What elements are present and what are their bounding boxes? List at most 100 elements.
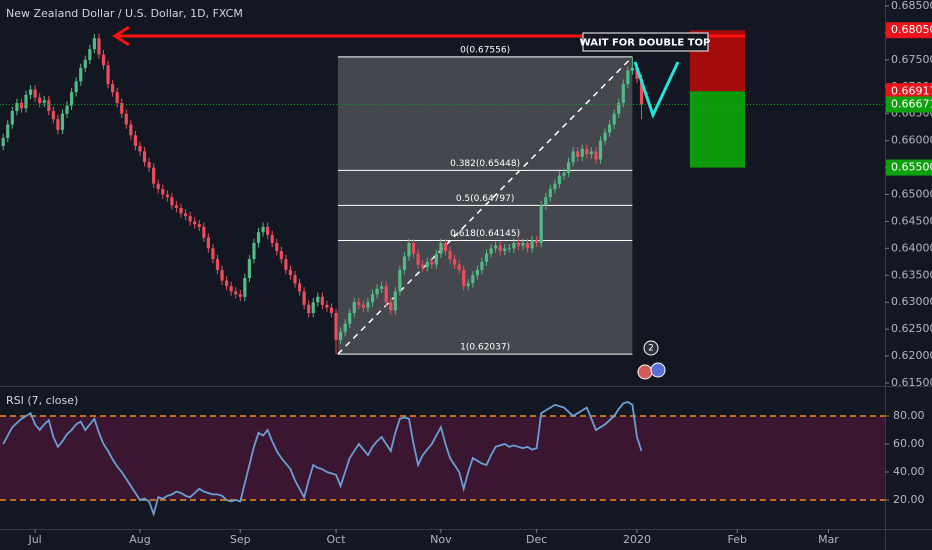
candle-body <box>525 242 530 249</box>
candle-body <box>197 224 201 227</box>
candle-body <box>307 304 311 313</box>
candle-body <box>635 67 639 79</box>
candle-body <box>329 307 334 313</box>
candle-body <box>384 286 388 303</box>
last-price-label: 0.66671 <box>891 98 932 111</box>
y-tick-label: 80.00 <box>893 409 925 422</box>
candle-body <box>380 286 384 289</box>
candle-body <box>215 259 220 270</box>
stop-price-label: 0.68050 <box>891 23 932 36</box>
candle-body <box>452 259 457 265</box>
candle-body <box>179 207 183 214</box>
candle-body <box>311 302 315 313</box>
candle-body <box>576 151 580 157</box>
x-tick-label: Mar <box>818 533 839 546</box>
candle-body <box>28 89 33 95</box>
candle-body <box>38 97 42 103</box>
fib-label: 0.382(0.65448) <box>450 159 520 169</box>
candle-body <box>220 269 224 281</box>
target-price-label-box <box>886 159 932 176</box>
y-tick-label: 0.62500 <box>891 322 932 335</box>
candle-body <box>535 240 539 243</box>
x-tick-label: 2020 <box>623 533 651 546</box>
event-icon <box>650 362 666 378</box>
candle-body <box>494 245 498 249</box>
candle-body <box>466 283 470 287</box>
candle-body <box>202 226 206 238</box>
candle-body <box>234 291 238 295</box>
candle-body <box>630 67 635 71</box>
x-tick-label: Feb <box>728 533 747 546</box>
target-price-label: 0.65500 <box>891 161 932 174</box>
candle-body <box>69 92 74 106</box>
candle-body <box>170 197 174 206</box>
candle-body <box>183 213 188 217</box>
candle-body <box>279 251 283 260</box>
candle-body <box>393 291 397 311</box>
candle-body <box>402 256 407 270</box>
candle-body <box>106 65 110 85</box>
fib-label: 1(0.62037) <box>460 343 510 353</box>
candle-body <box>152 167 156 184</box>
candle-body <box>608 124 612 133</box>
annotation: WAIT FOR DOUBLE TOP <box>580 38 711 49</box>
candle-body <box>243 277 247 297</box>
x-tick-label: Dec <box>526 533 547 546</box>
candle-body <box>60 113 65 130</box>
arrow-head <box>112 25 130 47</box>
candle-body <box>79 67 83 82</box>
candle-body <box>621 84 625 103</box>
candle-body <box>115 92 119 103</box>
candle-body <box>498 245 502 252</box>
y-tick-label: 0.65000 <box>891 188 932 201</box>
entry-price-label-box <box>886 83 932 100</box>
candle-body <box>430 261 434 265</box>
candle-body <box>247 259 252 278</box>
candle-body <box>101 54 106 66</box>
y-tick-label: 0.63500 <box>891 268 932 281</box>
last-price-label-box <box>886 96 932 113</box>
candle-body <box>111 84 115 93</box>
candle-body <box>120 102 124 114</box>
fib-label: 0(0.67556) <box>460 45 510 55</box>
candle-body <box>142 151 147 163</box>
candle-body <box>261 226 265 233</box>
candle-body <box>530 240 534 249</box>
candle-body <box>51 111 55 120</box>
candle-body <box>124 113 128 125</box>
candle-body <box>439 242 443 254</box>
candle-body <box>74 81 78 93</box>
candle-body <box>10 111 14 125</box>
event-icon <box>637 364 653 380</box>
y-tick-label: 0.62000 <box>891 349 932 362</box>
candle-body <box>138 146 142 152</box>
y-tick-label: 20.00 <box>893 493 925 506</box>
candle-body <box>370 294 375 303</box>
candle-body <box>320 296 324 305</box>
candle-body <box>97 38 101 55</box>
candle-body <box>334 312 338 340</box>
stop-price-label-box <box>886 22 932 39</box>
event-icon <box>643 340 659 356</box>
rsi-line <box>2 401 643 517</box>
candle-body <box>193 221 197 225</box>
candle-body <box>19 102 24 109</box>
annotation-box <box>582 32 709 52</box>
candle-body <box>443 242 448 252</box>
candle-body <box>338 331 343 340</box>
candle-body <box>147 162 151 168</box>
candle-body <box>639 78 644 105</box>
y-tick-label: 40.00 <box>893 465 925 478</box>
candle-body <box>165 194 169 198</box>
candle-body <box>92 38 96 50</box>
candle-body <box>238 294 242 297</box>
candle-body <box>580 148 584 157</box>
candle-body <box>557 175 562 184</box>
candle-body <box>47 100 51 112</box>
candle-body <box>288 269 293 276</box>
double-top-sketch <box>633 61 680 119</box>
candle-body <box>480 261 484 270</box>
candle-body <box>544 197 548 206</box>
candle-body <box>161 189 165 195</box>
